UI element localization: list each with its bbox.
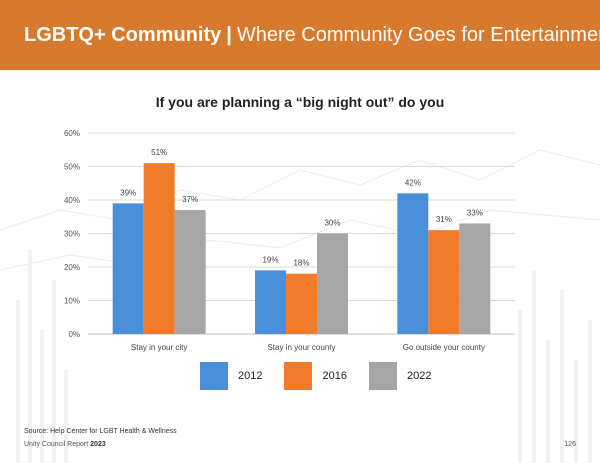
bar-2022 (174, 210, 206, 334)
data-label: 19% (262, 255, 278, 264)
legend-swatch-2022 (368, 362, 397, 390)
y-tick-label: 60% (64, 129, 80, 138)
footer-report-year: 2023 (90, 441, 106, 448)
y-tick-label: 20% (64, 263, 80, 272)
y-tick-label: 50% (64, 163, 80, 172)
bar-2012 (397, 193, 429, 334)
y-tick-label: 0% (68, 330, 80, 339)
footer-report-name: Unity Council Report (24, 441, 89, 448)
data-label: 18% (293, 259, 309, 268)
data-label: 39% (120, 188, 136, 197)
legend-swatch-2012 (200, 362, 228, 390)
page-number: 126 (564, 441, 576, 448)
bar-2016 (286, 273, 317, 334)
y-tick-label: 30% (64, 230, 80, 239)
header-title-bold: LGBTQ+ Community (24, 23, 222, 46)
bar-2022 (459, 223, 491, 334)
legend-item-2022: 2022 (368, 362, 432, 390)
footer-report: Unity Council Report 2023 (24, 441, 106, 448)
data-label: 31% (436, 215, 452, 224)
data-label: 37% (182, 195, 198, 204)
header-banner: LGBTQ+ Community | Where Community Goes … (0, 0, 600, 70)
source-note: Source: Help Center for LGBT Health & We… (24, 428, 177, 435)
x-tick-label: Stay in your county (267, 343, 335, 352)
x-tick-label: Stay in your city (131, 343, 187, 352)
chart-legend: 2012 2016 2022 (200, 362, 453, 390)
data-label: 51% (151, 148, 167, 157)
bar-2022 (317, 233, 348, 334)
data-label: 30% (324, 219, 340, 228)
bar-2016 (143, 163, 175, 334)
header-separator: | (226, 23, 232, 46)
legend-label-2022: 2022 (406, 370, 432, 382)
background-decoration (0, 149, 600, 463)
data-label: 33% (467, 208, 483, 217)
legend-label-2016: 2016 (322, 370, 347, 382)
x-tick-label: Go outside your county (403, 343, 485, 352)
bar-2016 (428, 230, 460, 334)
chart-title: If you are planning a “big night out” do… (155, 94, 445, 110)
bar-2012 (112, 203, 144, 334)
legend-label-2012: 2012 (238, 370, 263, 382)
legend-swatch-2016 (284, 362, 313, 390)
legend-item-2016: 2016 (284, 362, 347, 390)
y-tick-label: 10% (64, 297, 80, 306)
y-tick-label: 40% (64, 196, 80, 205)
header-title-rest: Where Community Goes for Entertainment (236, 23, 600, 46)
data-label: 42% (405, 178, 421, 187)
legend-item-2012: 2012 (200, 362, 262, 390)
bar-2012 (255, 270, 286, 334)
